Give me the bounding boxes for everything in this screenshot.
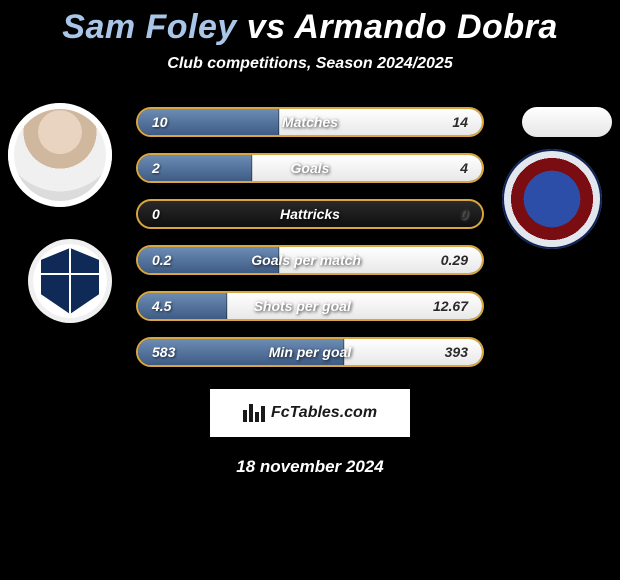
- stat-value-right: 4: [460, 160, 468, 176]
- stat-value-right: 393: [445, 344, 468, 360]
- infographic-root: Sam Foley vs Armando Dobra Club competit…: [0, 0, 620, 477]
- stat-value-left: 0: [152, 206, 160, 222]
- player2-club-crest: [502, 149, 602, 249]
- stats-bars: 10 Matches 14 2 Goals 4 0 Hattricks 0 0.2 Goals pe…: [136, 107, 484, 367]
- player2-name: Armando Dobra: [294, 8, 557, 46]
- stat-label: Matches: [282, 114, 338, 130]
- stat-text-layer: 0 Hattricks 0: [138, 201, 482, 227]
- stat-row: 4.5 Shots per goal 12.67: [136, 291, 484, 321]
- comparison-title: Sam Foley vs Armando Dobra: [0, 8, 620, 47]
- stat-row: 0.2 Goals per match 0.29: [136, 245, 484, 275]
- stat-text-layer: 0.2 Goals per match 0.29: [138, 247, 482, 273]
- stat-label: Goals per match: [251, 252, 361, 268]
- stat-text-layer: 2 Goals 4: [138, 155, 482, 181]
- stat-value-left: 0.2: [152, 252, 171, 268]
- vs-separator: vs: [247, 8, 286, 46]
- stat-value-right: 12.67: [433, 298, 468, 314]
- stat-text-layer: 583 Min per goal 393: [138, 339, 482, 365]
- stat-value-left: 583: [152, 344, 175, 360]
- player1-photo: [8, 103, 112, 207]
- player2-photo-placeholder: [522, 107, 612, 137]
- stat-row: 0 Hattricks 0: [136, 199, 484, 229]
- player1-name: Sam Foley: [62, 8, 237, 46]
- subtitle: Club competitions, Season 2024/2025: [0, 55, 620, 73]
- stat-value-right: 0.29: [441, 252, 468, 268]
- stat-text-layer: 10 Matches 14: [138, 109, 482, 135]
- stat-row: 10 Matches 14: [136, 107, 484, 137]
- date-line: 18 november 2024: [0, 457, 620, 477]
- stat-value-left: 2: [152, 160, 160, 176]
- branding-badge: FcTables.com: [210, 389, 410, 437]
- stat-row: 583 Min per goal 393: [136, 337, 484, 367]
- stat-value-right: 0: [460, 206, 468, 222]
- barrow-crest-icon: [41, 248, 99, 314]
- fctables-logo-icon: [243, 404, 265, 422]
- stat-label: Min per goal: [269, 344, 351, 360]
- player1-club-crest: [28, 239, 112, 323]
- stat-label: Goals: [291, 160, 330, 176]
- main-area: 10 Matches 14 2 Goals 4 0 Hattricks 0 0.2 Goals pe…: [0, 101, 620, 367]
- stat-row: 2 Goals 4: [136, 153, 484, 183]
- stat-label: Hattricks: [280, 206, 340, 222]
- stat-value-left: 10: [152, 114, 168, 130]
- stat-value-left: 4.5: [152, 298, 171, 314]
- branding-text: FcTables.com: [271, 404, 377, 422]
- stat-value-right: 14: [452, 114, 468, 130]
- stat-text-layer: 4.5 Shots per goal 12.67: [138, 293, 482, 319]
- stat-label: Shots per goal: [254, 298, 351, 314]
